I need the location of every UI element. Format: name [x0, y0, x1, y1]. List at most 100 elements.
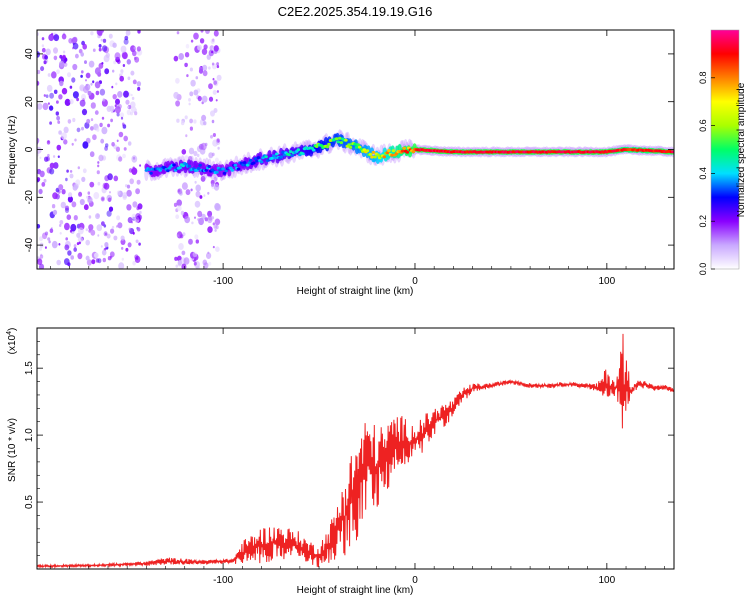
heatmap-cell — [373, 155, 377, 159]
heatmap-cell — [37, 224, 41, 229]
heatmap-cell — [59, 60, 65, 68]
heatmap-cell — [98, 62, 104, 69]
heatmap-cell — [134, 111, 138, 116]
heatmap-cell — [100, 196, 105, 202]
y-multiplier-text: (x10 — [7, 334, 18, 354]
heatmap-cell — [120, 45, 127, 53]
heatmap-cell — [178, 53, 184, 60]
heatmap-cell — [68, 38, 73, 44]
heatmap-cell — [106, 210, 112, 217]
heatmap-cell — [75, 53, 79, 59]
heatmap-cell — [195, 184, 201, 192]
heatmap-cell — [41, 47, 46, 53]
heatmap-cell — [131, 155, 138, 163]
heatmap-cell — [53, 55, 58, 61]
heatmap-x-label: Height of straight line (km) — [297, 286, 414, 297]
heatmap-cell — [134, 254, 139, 260]
heatmap-cell — [126, 184, 131, 189]
heatmap-cell — [213, 80, 217, 85]
heatmap-cell — [114, 106, 121, 114]
heatmap-cell — [215, 170, 219, 174]
heatmap-cell — [198, 217, 205, 226]
heatmap-cell — [200, 30, 204, 33]
heatmap-cell — [197, 44, 202, 51]
heatmap-cell — [136, 81, 142, 87]
heatmap-cell — [90, 82, 93, 86]
heatmap-cell — [123, 147, 127, 151]
heatmap-cell — [116, 190, 121, 196]
heatmap-cell — [45, 48, 51, 56]
heatmap-cell — [76, 232, 81, 238]
heatmap-cell — [72, 36, 78, 43]
heatmap-cell — [214, 157, 219, 163]
heatmap-cell — [53, 34, 60, 42]
heatmap-cell — [133, 46, 137, 50]
heatmap-cell — [117, 91, 123, 98]
heatmap-cell — [127, 106, 129, 109]
heatmap-cell — [213, 176, 218, 182]
heatmap-cell — [92, 48, 96, 52]
heatmap-cell — [96, 170, 100, 175]
heatmap-cell — [88, 60, 95, 68]
heatmap-cell — [387, 149, 391, 153]
heatmap-cell — [116, 225, 118, 228]
heatmap-cell — [76, 242, 80, 246]
heatmap-cell — [47, 237, 51, 241]
heatmap-cell — [134, 108, 137, 112]
heatmap-cell — [207, 191, 210, 195]
heatmap-cell — [56, 144, 62, 151]
heatmap-cell — [176, 31, 180, 35]
heatmap-cell — [390, 153, 394, 157]
heatmap-cell — [174, 256, 178, 261]
y-tick-label: 0.5 — [24, 495, 35, 509]
heatmap-cell — [127, 242, 132, 248]
heatmap-cell — [132, 201, 138, 208]
heatmap-cell — [194, 216, 196, 219]
heatmap-cell — [208, 152, 214, 159]
heatmap-cell — [256, 156, 261, 160]
heatmap-cell — [111, 110, 114, 114]
heatmap-cell — [184, 62, 188, 68]
heatmap-cell — [204, 168, 208, 172]
heatmap-cell — [41, 44, 45, 48]
heatmap-cell — [339, 141, 344, 145]
heatmap-cell — [125, 247, 129, 252]
heatmap-cell — [193, 89, 199, 96]
heatmap-cell — [85, 239, 90, 246]
heatmap-cell — [201, 114, 207, 121]
heatmap-cell — [123, 135, 128, 142]
heatmap-cell — [188, 147, 195, 155]
heatmap-cell — [122, 64, 126, 67]
heatmap-cell — [353, 142, 357, 146]
heatmap-cell — [114, 52, 121, 60]
heatmap-cell — [104, 68, 110, 75]
heatmap-cell — [120, 72, 124, 75]
heatmap-cell — [221, 167, 225, 171]
heatmap-cell — [116, 215, 121, 221]
heatmap-cell — [130, 70, 135, 76]
heatmap-cell — [59, 224, 62, 227]
heatmap-cell — [201, 48, 208, 55]
heatmap-cell — [201, 213, 206, 220]
heatmap-cell — [53, 155, 56, 158]
heatmap-cell — [290, 154, 295, 158]
heatmap-cell — [203, 44, 208, 50]
heatmap-cell — [139, 164, 142, 167]
heatmap-cell — [97, 181, 101, 186]
heatmap-cell — [190, 188, 193, 192]
heatmap-cell — [100, 138, 105, 144]
heatmap-cell — [189, 91, 194, 97]
heatmap-cell — [63, 126, 69, 134]
heatmap-cell — [188, 238, 193, 245]
heatmap-cell — [200, 142, 207, 151]
heatmap-cell — [73, 247, 77, 252]
heatmap-cell — [199, 195, 203, 199]
heatmap-cell — [78, 227, 84, 235]
heatmap-cell — [116, 112, 120, 117]
heatmap-cell — [212, 77, 215, 81]
heatmap-cell — [190, 39, 194, 43]
heatmap-cell — [215, 203, 221, 212]
heatmap-cell — [215, 99, 218, 102]
heatmap-cell — [97, 234, 100, 237]
heatmap-cell — [382, 155, 387, 159]
